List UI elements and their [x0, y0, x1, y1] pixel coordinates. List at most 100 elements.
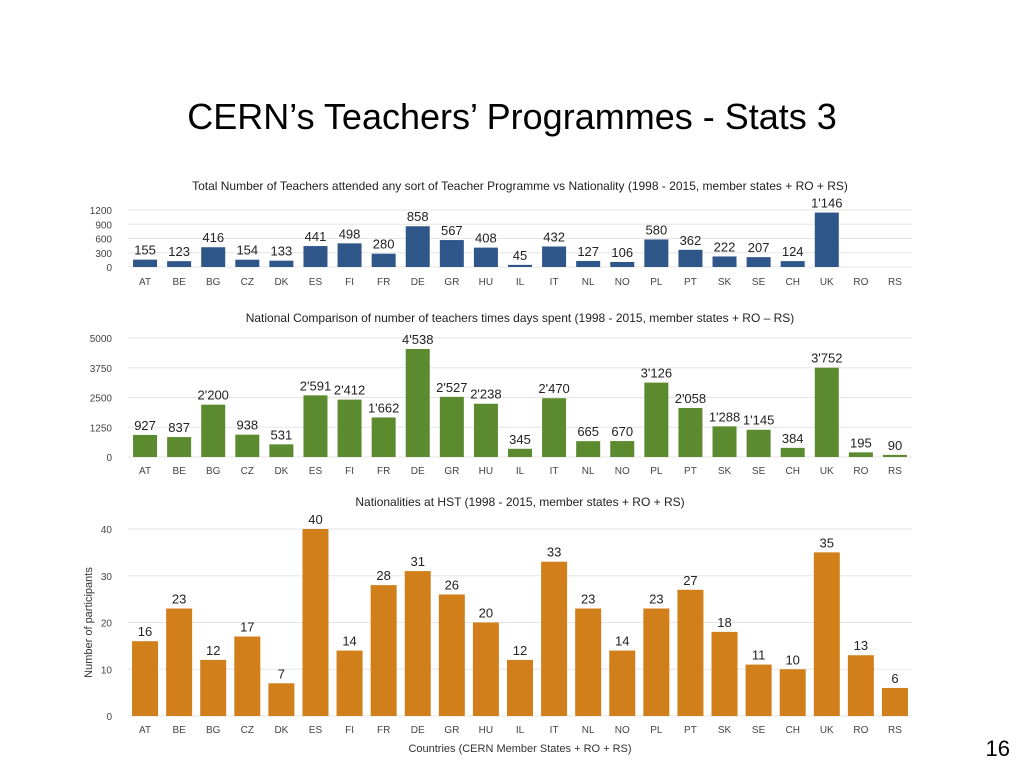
chart-2-bar-sk — [712, 426, 737, 457]
chart-1-x-tick-at: AT — [139, 277, 151, 288]
chart-3-data-label-nl: 23 — [581, 591, 595, 606]
chart-1-y-tick: 0 — [106, 263, 112, 274]
chart-1-x-tick-cz: CZ — [241, 277, 254, 288]
chart-3-bar-it — [541, 561, 568, 716]
chart-2-x-tick-sk: SK — [718, 466, 732, 477]
chart-2-data-label-uk: 3'752 — [811, 351, 842, 366]
chart-3-x-tick-no: NO — [615, 725, 630, 736]
chart-3-data-label-fr: 28 — [376, 568, 390, 583]
chart-3-bar-pl — [643, 608, 670, 716]
chart-2-y-tick: 5000 — [90, 334, 113, 345]
chart-3-bar-hu — [472, 622, 499, 716]
chart-2-bar-il — [508, 448, 532, 457]
chart-2-data-label-nl: 665 — [577, 424, 599, 439]
chart-2-x-tick-cz: CZ — [241, 466, 254, 477]
chart-1-bar-it — [542, 246, 567, 267]
chart-3-y-tick: 20 — [101, 619, 113, 630]
chart-2-data-label-at: 927 — [134, 418, 156, 433]
chart-3-data-label-fi: 14 — [342, 634, 356, 649]
chart-3-y-tick: 40 — [101, 525, 113, 536]
chart-2-bar-uk — [814, 367, 839, 457]
chart-2-bar-fi — [337, 399, 362, 457]
chart-2-data-label-it: 2'470 — [538, 381, 569, 396]
chart-2-bar-dk — [269, 444, 294, 457]
chart-2-bar-de — [405, 348, 430, 457]
chart-1-bar-no — [610, 261, 635, 267]
chart-3-title: Nationalities at HST (1998 - 2015, membe… — [355, 495, 684, 509]
chart-1-x-tick-it: IT — [550, 277, 559, 288]
chart-2-bar-cz — [235, 434, 260, 457]
chart-1-x-tick-gr: GR — [444, 277, 459, 288]
chart-3-x-tick-se: SE — [752, 725, 766, 736]
chart-2-bar-ro — [848, 452, 873, 457]
chart-1-x-tick-nl: NL — [582, 277, 595, 288]
chart-2-data-label-cz: 938 — [236, 418, 258, 433]
chart-1-bar-de — [405, 226, 430, 267]
chart-2-x-tick-nl: NL — [582, 466, 595, 477]
chart-3-data-label-pl: 23 — [649, 591, 663, 606]
chart-2-bar-be — [167, 437, 192, 457]
chart-2-bar-rs — [882, 454, 907, 457]
chart-3-bar-fr — [370, 585, 397, 716]
chart-1-bar-pt — [678, 249, 703, 267]
chart-1-bar-se — [746, 257, 771, 267]
chart-1-data-label-gr: 567 — [441, 223, 463, 238]
chart-3-bar-be — [166, 608, 193, 716]
chart-3-bar-pt — [677, 589, 704, 716]
chart-1-data-label-at: 155 — [134, 243, 156, 258]
chart-3-x-tick-it: IT — [550, 725, 559, 736]
chart-1-data-label-hu: 408 — [475, 231, 497, 246]
chart-2-data-label-pt: 2'058 — [675, 391, 706, 406]
chart-1-x-tick-bg: BG — [206, 277, 221, 288]
chart-2-bar-it — [542, 398, 567, 457]
chart-3-x-tick-at: AT — [139, 725, 151, 736]
chart-3-bar-de — [404, 571, 431, 716]
chart-1-data-label-uk: 1'146 — [811, 196, 842, 211]
chart-2-x-tick-it: IT — [550, 466, 559, 477]
chart-1-x-tick-fr: FR — [377, 277, 390, 288]
chart-3-x-tick-pl: PL — [650, 725, 663, 736]
chart-2-bar-es — [303, 395, 328, 457]
chart-1-data-label-il: 45 — [513, 248, 527, 263]
chart-1-data-label-dk: 133 — [271, 244, 293, 259]
chart-1-x-tick-es: ES — [309, 277, 323, 288]
chart-3-data-label-at: 16 — [138, 624, 152, 639]
chart-3-data-label-es: 40 — [308, 512, 322, 527]
chart-3-x-tick-fi: FI — [345, 725, 354, 736]
chart-1-data-label-de: 858 — [407, 209, 429, 224]
chart-1-title: Total Number of Teachers attended any so… — [192, 179, 848, 193]
chart-3-y-axis-title: Number of participants — [83, 567, 95, 678]
chart-1-bar-fr — [371, 253, 396, 267]
chart-1-x-tick-hu: HU — [479, 277, 493, 288]
chart-3-data-label-hu: 20 — [479, 606, 493, 621]
chart-1-bar-es — [303, 246, 328, 267]
chart-1-data-label-it: 432 — [543, 229, 565, 244]
chart-3-data-label-ro: 13 — [854, 638, 868, 653]
chart-3-bar-gr — [438, 594, 465, 716]
chart-2-x-tick-pl: PL — [650, 466, 663, 477]
slide-title: CERN’s Teachers’ Programmes - Stats 3 — [187, 96, 837, 137]
chart-3-x-tick-uk: UK — [820, 725, 834, 736]
chart-1-x-tick-uk: UK — [820, 277, 834, 288]
chart-1-data-label-bg: 416 — [202, 230, 224, 245]
chart-1-x-tick-de: DE — [411, 277, 425, 288]
chart-2-data-label-no: 670 — [611, 424, 633, 439]
chart-1-y-tick: 600 — [95, 235, 112, 246]
chart-2-bar-fr — [371, 417, 396, 457]
chart-3-data-label-bg: 12 — [206, 643, 220, 658]
chart-2-x-tick-dk: DK — [274, 466, 288, 477]
chart-1-x-tick-be: BE — [172, 277, 186, 288]
chart-3-data-label-sk: 18 — [717, 615, 731, 630]
chart-1-data-label-fi: 498 — [339, 226, 361, 241]
chart-1-data-label-pt: 362 — [680, 233, 702, 248]
chart-2-data-label-ro: 195 — [850, 435, 872, 450]
chart-3-data-label-cz: 17 — [240, 620, 254, 635]
chart-1-bar-fi — [337, 243, 362, 267]
chart-1-x-tick-sk: SK — [718, 277, 732, 288]
chart-3-x-tick-bg: BG — [206, 725, 221, 736]
chart-1-x-tick-no: NO — [615, 277, 630, 288]
chart-3-data-label-be: 23 — [172, 591, 186, 606]
chart-1-x-tick-pl: PL — [650, 277, 663, 288]
chart-1-y-tick: 1200 — [90, 206, 113, 217]
